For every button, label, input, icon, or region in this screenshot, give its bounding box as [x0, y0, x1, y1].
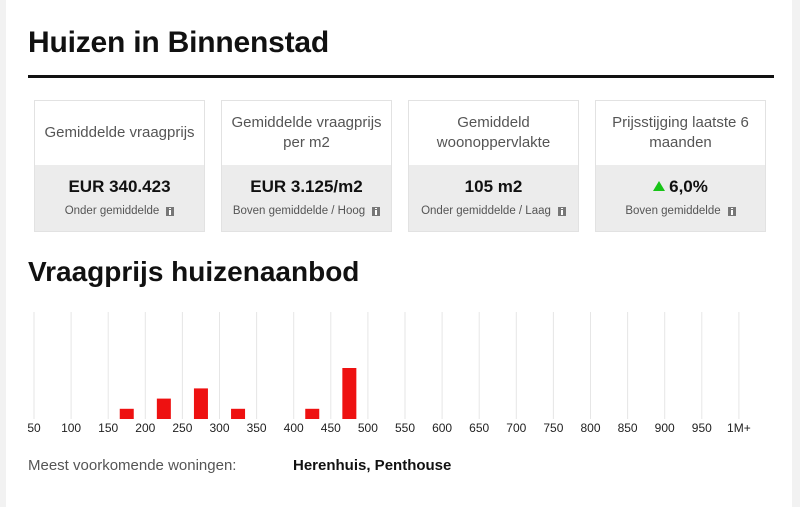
stat-value: EUR 340.423 — [68, 177, 171, 196]
common-homes-label: Meest voorkomende woningen: — [28, 457, 237, 474]
info-icon[interactable] — [372, 206, 381, 216]
x-tick-label: 950 — [692, 421, 712, 435]
stat-card-price-increase: Prijsstijging laatste 6 maanden 6,0% Bov… — [595, 100, 766, 232]
page: Huizen in Binnenstad Gemiddelde vraagpri… — [6, 0, 792, 507]
stat-value-panel: EUR 3.125/m2 Boven gemiddelde / Hoog — [222, 165, 391, 231]
x-tick-label: 250 — [172, 421, 192, 435]
stat-subtext: Boven gemiddelde — [596, 205, 765, 217]
histogram-bar[interactable] — [193, 388, 208, 419]
x-tick-label: 600 — [432, 421, 452, 435]
stat-subtext: Onder gemiddelde — [35, 205, 204, 217]
stat-label: Gemiddeld woonoppervlakte — [436, 114, 551, 151]
x-tick-label: 400 — [284, 421, 304, 435]
info-icon[interactable] — [727, 206, 736, 216]
histogram-bar[interactable] — [342, 368, 357, 419]
stat-card-living-area: Gemiddeld woonoppervlakte 105 m2 Onder g… — [408, 100, 579, 232]
histogram-bar[interactable] — [156, 398, 171, 419]
x-tick-label: 850 — [618, 421, 638, 435]
stat-sub-label: Onder gemiddelde / Laag — [421, 205, 551, 217]
stat-value-panel: 6,0% Boven gemiddelde — [596, 165, 765, 231]
histogram-bar[interactable] — [231, 408, 246, 419]
info-icon[interactable] — [166, 206, 175, 216]
x-tick-label: 300 — [209, 421, 229, 435]
stat-card-average-price: Gemiddelde vraagprijs EUR 340.423 Onder … — [34, 100, 205, 232]
stat-sub-label: Onder gemiddelde — [64, 205, 160, 217]
stat-label: Prijsstijging laatste 6 maanden — [612, 114, 749, 151]
x-tick-label: 50 — [27, 421, 41, 435]
stat-card-price-per-m2: Gemiddelde vraagprijs per m2 EUR 3.125/m… — [221, 100, 392, 232]
stat-sub-label: Boven gemiddelde — [625, 205, 721, 217]
stat-label: Gemiddelde vraagprijs — [44, 124, 195, 141]
trend-up-icon — [653, 181, 666, 191]
x-tick-label: 1M+ — [727, 421, 751, 435]
histogram-bar[interactable] — [119, 408, 134, 419]
stat-value: 105 m2 — [464, 177, 523, 196]
histogram-bar[interactable] — [305, 408, 320, 419]
stat-value-panel: EUR 340.423 Onder gemiddelde — [35, 165, 204, 231]
x-tick-label: 750 — [543, 421, 563, 435]
x-tick-label: 150 — [98, 421, 118, 435]
common-homes-value: Herenhuis, Penthouse — [293, 457, 452, 474]
stat-value: 6,0% — [669, 177, 708, 196]
stat-sub-label: Boven gemiddelde / Hoog — [232, 205, 366, 217]
x-tick-label: 550 — [395, 421, 415, 435]
stat-value-panel: 105 m2 Onder gemiddelde / Laag — [409, 165, 578, 231]
stat-value-row: 6,0% — [596, 177, 765, 199]
x-tick-label: 900 — [655, 421, 675, 435]
x-tick-label: 200 — [135, 421, 155, 435]
title-divider — [28, 75, 774, 78]
stat-value: EUR 3.125/m2 — [250, 177, 363, 196]
info-icon[interactable] — [557, 206, 566, 216]
x-tick-label: 100 — [61, 421, 81, 435]
x-tick-label: 350 — [247, 421, 267, 435]
x-tick-label: 500 — [358, 421, 378, 435]
stat-subtext: Boven gemiddelde / Hoog — [222, 205, 391, 217]
x-tick-label: 450 — [321, 421, 341, 435]
x-tick-label: 700 — [506, 421, 526, 435]
section-title: Vraagprijs huizenaanbod — [28, 256, 360, 287]
page-title: Huizen in Binnenstad — [28, 26, 330, 59]
stat-label: Gemiddelde vraagprijs per m2 — [231, 114, 382, 151]
price-distribution-chart: 50 100 150 200 250 300 350 400 450 500 550 600 650 70… — [27, 312, 751, 435]
stat-subtext: Onder gemiddelde / Laag — [409, 205, 578, 217]
x-tick-label: 650 — [469, 421, 489, 435]
x-tick-label: 800 — [580, 421, 600, 435]
